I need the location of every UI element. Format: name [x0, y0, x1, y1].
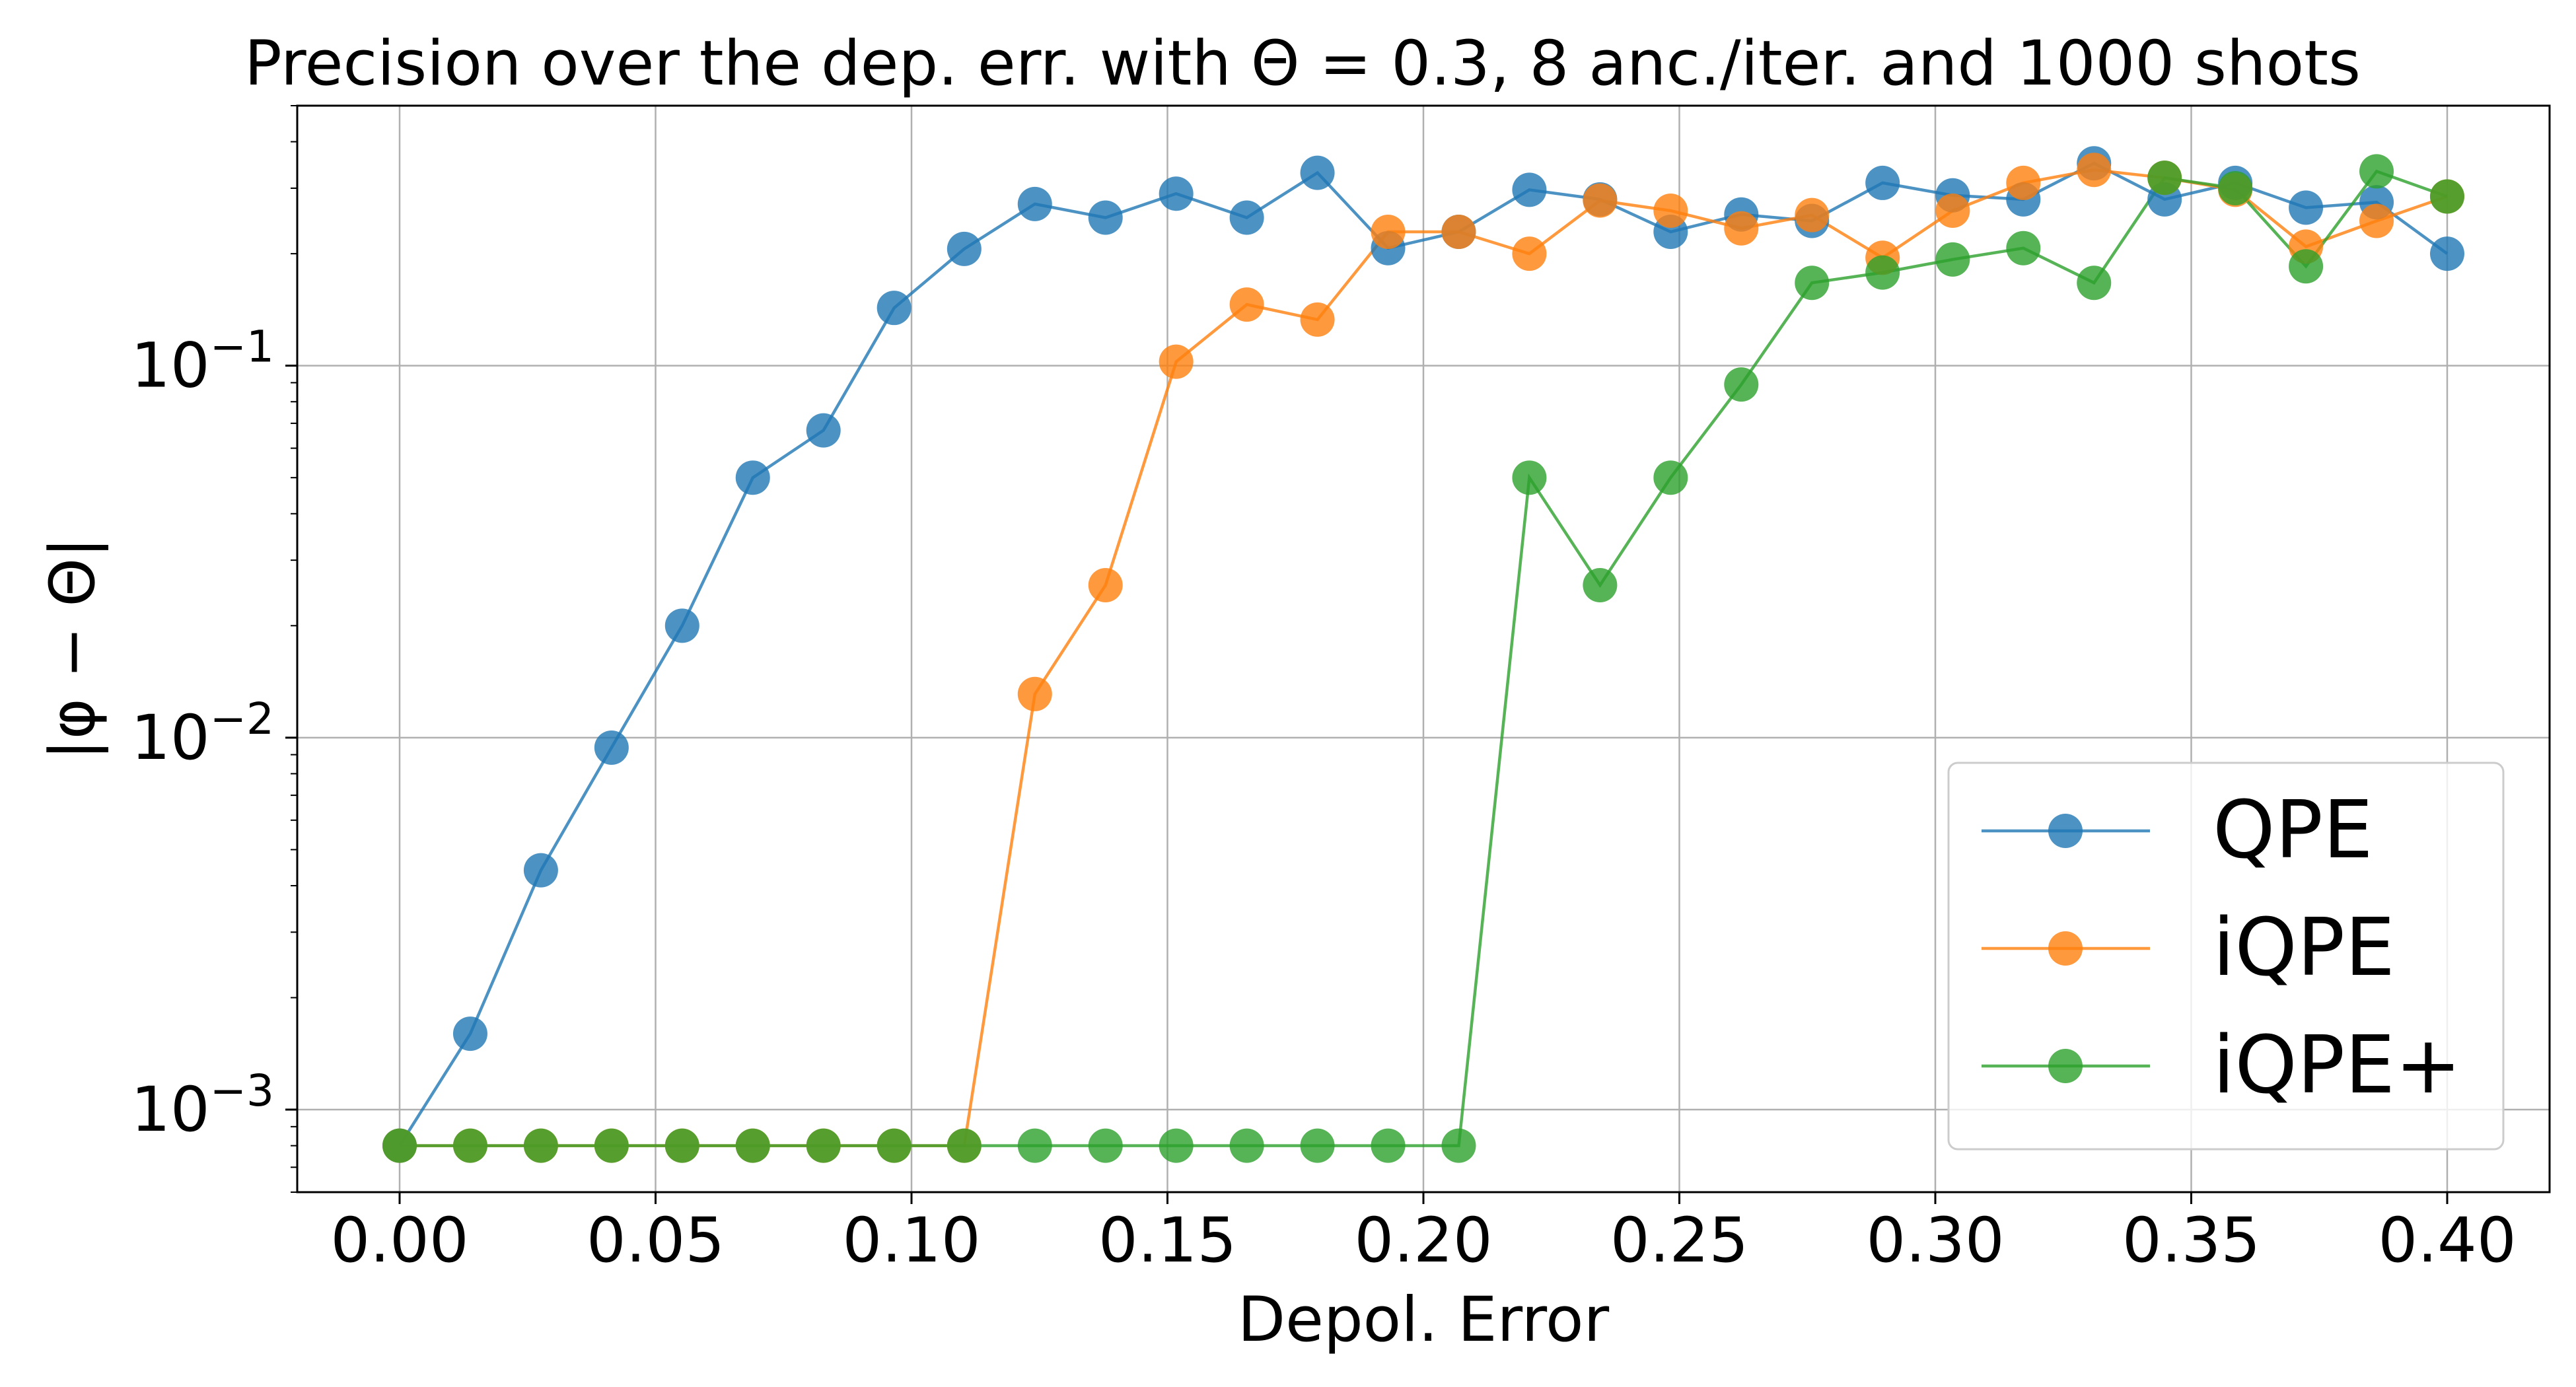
- data-point: [1935, 194, 1970, 229]
- legend-label: QPE: [2213, 785, 2373, 876]
- data-point: [1229, 1128, 1264, 1163]
- data-point: [1653, 460, 1688, 495]
- data-point: [2430, 179, 2464, 214]
- series-points: [382, 146, 2464, 1163]
- data-point: [1017, 1128, 1052, 1163]
- data-point: [2077, 153, 2112, 188]
- y-tick-label: 10−1: [131, 322, 274, 402]
- x-tick-label: 0.15: [1098, 1205, 1236, 1277]
- data-point: [2289, 190, 2324, 225]
- data-point: [1371, 214, 1406, 249]
- legend-marker: [2048, 814, 2083, 848]
- data-point: [2430, 236, 2464, 271]
- x-tick-label: 0.05: [587, 1205, 725, 1277]
- x-tick-label: 0.30: [1866, 1205, 2004, 1277]
- data-point: [1017, 676, 1052, 711]
- data-point: [1159, 1128, 1194, 1163]
- data-point: [1583, 567, 1618, 602]
- data-point: [664, 608, 699, 643]
- data-point: [1795, 266, 1830, 301]
- data-point: [1441, 214, 1476, 249]
- data-point: [2006, 165, 2041, 200]
- legend-box: [1947, 762, 2505, 1151]
- x-axis-label: Depol. Error: [1238, 1284, 1610, 1356]
- data-point: [1653, 194, 1688, 229]
- x-tick-label: 0.35: [2122, 1205, 2260, 1277]
- x-tick-label: 0.20: [1354, 1205, 1492, 1277]
- data-point: [735, 1128, 770, 1163]
- data-point: [877, 291, 912, 326]
- data-point: [2147, 160, 2182, 196]
- legend-label: iQPE+: [2213, 1020, 2462, 1112]
- data-point: [1441, 1128, 1476, 1163]
- x-tick-label: 0.40: [2378, 1205, 2516, 1277]
- data-point: [1229, 287, 1264, 322]
- data-point: [452, 1128, 487, 1163]
- legend-label: iQPE: [2213, 902, 2395, 994]
- axis-ticks: 0.00 0.05 0.10 0.15 0.20 0.25 0.30 0.35 0.40 10−3…: [131, 105, 2517, 1277]
- x-tick-label: 0.25: [1610, 1205, 1748, 1277]
- data-point: [452, 1016, 487, 1051]
- data-point: [1088, 1128, 1123, 1163]
- data-point: [735, 460, 770, 495]
- data-point: [1512, 172, 1547, 207]
- data-point: [947, 231, 982, 266]
- data-point: [1088, 567, 1123, 602]
- data-point: [877, 1128, 912, 1163]
- data-point: [1017, 186, 1052, 221]
- data-point: [2077, 266, 2112, 301]
- data-point: [1088, 200, 1123, 235]
- chart-title: Precision over the dep. err. with Θ = 0.…: [244, 28, 2361, 100]
- data-point: [1371, 1128, 1406, 1163]
- legend-marker: [2048, 931, 2083, 966]
- data-point: [1512, 460, 1547, 495]
- data-point: [664, 1128, 699, 1163]
- data-point: [594, 1128, 629, 1163]
- data-point: [1512, 236, 1547, 271]
- legend: QPE iQPE iQPE+: [1947, 762, 2505, 1151]
- legend-marker: [2048, 1049, 2083, 1083]
- data-point: [947, 1128, 982, 1163]
- data-point: [1300, 302, 1335, 337]
- data-point: [2359, 203, 2394, 238]
- data-point: [1724, 211, 1759, 246]
- data-point: [806, 413, 841, 448]
- data-point: [1300, 155, 1335, 190]
- y-axis-label: |φ − Θ|: [37, 537, 109, 760]
- x-tick-label: 0.00: [330, 1205, 468, 1277]
- data-point: [2289, 249, 2324, 284]
- data-point: [1229, 200, 1264, 235]
- data-point: [1865, 255, 1900, 290]
- data-point: [1300, 1128, 1335, 1163]
- y-tick-label: 10−3: [131, 1065, 274, 1146]
- data-point: [382, 1128, 417, 1163]
- data-point: [523, 1128, 558, 1163]
- data-point: [2359, 154, 2394, 189]
- data-point: [806, 1128, 841, 1163]
- data-point: [1865, 165, 1900, 200]
- data-point: [1935, 242, 1970, 277]
- data-point: [1795, 197, 1830, 232]
- data-point: [1724, 367, 1759, 402]
- data-point: [523, 853, 558, 888]
- data-point: [2218, 170, 2253, 205]
- data-point: [594, 730, 629, 765]
- data-point: [1583, 183, 1618, 218]
- y-tick-label: 10−2: [131, 694, 274, 774]
- x-tick-label: 0.10: [842, 1205, 980, 1277]
- data-point: [1159, 344, 1194, 379]
- data-point: [2006, 231, 2041, 266]
- data-point: [1159, 176, 1194, 211]
